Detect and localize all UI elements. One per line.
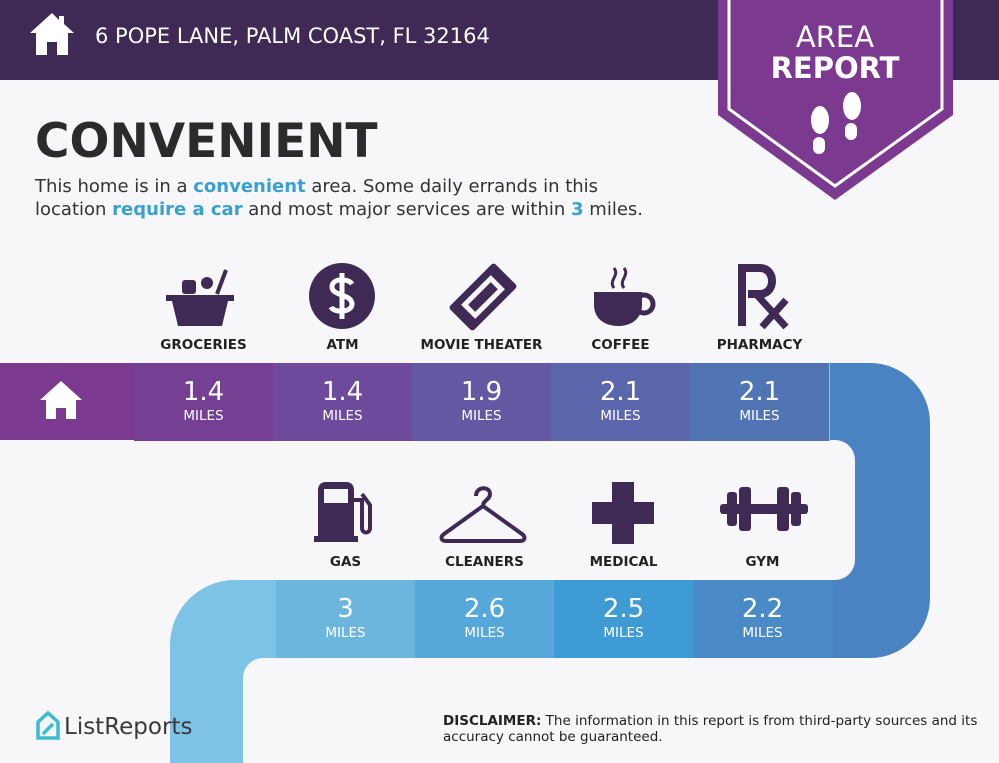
service-name: GROCERIES xyxy=(160,337,246,353)
description-line1: This home is in a convenient area. Some … xyxy=(34,176,598,197)
distance-cell xyxy=(690,363,830,441)
gas-icon xyxy=(314,482,372,542)
text: area. Some daily errands in this xyxy=(306,176,598,197)
groceries-icon xyxy=(166,269,234,326)
heading: CONVENIENT xyxy=(35,114,378,169)
distance-unit: MILES xyxy=(183,408,223,424)
distance-cell xyxy=(276,580,416,658)
distance-cell xyxy=(551,363,691,441)
badge xyxy=(718,0,953,200)
service-name: MOVIE THEATER xyxy=(421,337,544,353)
distance-unit: MILES xyxy=(742,625,782,641)
badge-border xyxy=(727,0,944,188)
distance-cell xyxy=(415,580,555,658)
route-gap xyxy=(0,440,855,580)
description-line2: location require a car and most major se… xyxy=(35,199,643,220)
distance-cell xyxy=(134,363,274,441)
address: 6 POPE LANE, PALM COAST, FL 32164 xyxy=(95,24,490,48)
distance-cell xyxy=(693,580,833,658)
distance: 2.6 xyxy=(464,594,505,624)
pharmacy-icon xyxy=(738,264,789,330)
service-name: CLEANERS xyxy=(445,554,524,570)
service-name: GAS xyxy=(330,554,361,570)
distance-unit: MILES xyxy=(461,408,501,424)
distance: 2.1 xyxy=(600,377,641,407)
icons xyxy=(166,263,808,544)
distance-unit: MILES xyxy=(325,625,365,641)
distance-unit: MILES xyxy=(464,625,504,641)
distance-cell xyxy=(554,580,694,658)
atm-icon xyxy=(309,263,375,329)
distance: 1.4 xyxy=(322,377,363,407)
service-name: ATM xyxy=(326,337,358,353)
distance: 2.5 xyxy=(603,594,644,624)
distance-unit: MILES xyxy=(603,625,643,641)
medical-icon xyxy=(592,482,654,544)
badge-line2: REPORT xyxy=(771,51,900,85)
service-name: GYM xyxy=(746,554,780,570)
listreports-logo xyxy=(36,710,60,740)
distance: 1.9 xyxy=(461,377,502,407)
distance: 2.2 xyxy=(742,594,783,624)
highlight: 3 xyxy=(571,199,584,220)
service-name: MEDICAL xyxy=(590,554,658,570)
gym-icon xyxy=(720,487,808,531)
coffee-icon xyxy=(594,267,656,326)
highlight: convenient xyxy=(193,176,306,197)
route-right xyxy=(830,363,930,658)
distance: 2.1 xyxy=(739,377,780,407)
service-name: COFFEE xyxy=(591,337,649,353)
footprints-icon xyxy=(811,92,861,154)
disclaimer-line1: DISCLAIMER: The information in this repo… xyxy=(443,713,977,729)
disclaimer-label: DISCLAIMER: xyxy=(443,713,541,729)
distance-cell xyxy=(412,363,552,441)
text: location xyxy=(35,199,112,220)
text: and most major services are within xyxy=(243,199,571,220)
text: This home is in a xyxy=(34,176,193,197)
cleaners-icon xyxy=(439,486,527,543)
distance-unit: MILES xyxy=(739,408,779,424)
movie-icon xyxy=(449,263,517,331)
brand: ListReports xyxy=(64,714,192,740)
distance: 1.4 xyxy=(183,377,224,407)
home-icon xyxy=(30,13,74,55)
distance-unit: MILES xyxy=(600,408,640,424)
distance: 3 xyxy=(337,594,354,624)
distance-cell xyxy=(273,363,413,441)
text: miles. xyxy=(584,199,643,220)
badge-line1: AREA xyxy=(796,20,874,54)
route-left xyxy=(170,580,276,763)
distance-unit: MILES xyxy=(322,408,362,424)
disclaimer-line2: accuracy cannot be guaranteed. xyxy=(443,729,663,745)
disclaimer-text: The information in this report is from t… xyxy=(541,713,977,729)
highlight: require a car xyxy=(112,199,243,220)
home-icon xyxy=(40,381,82,419)
service-name: PHARMACY xyxy=(717,337,803,353)
